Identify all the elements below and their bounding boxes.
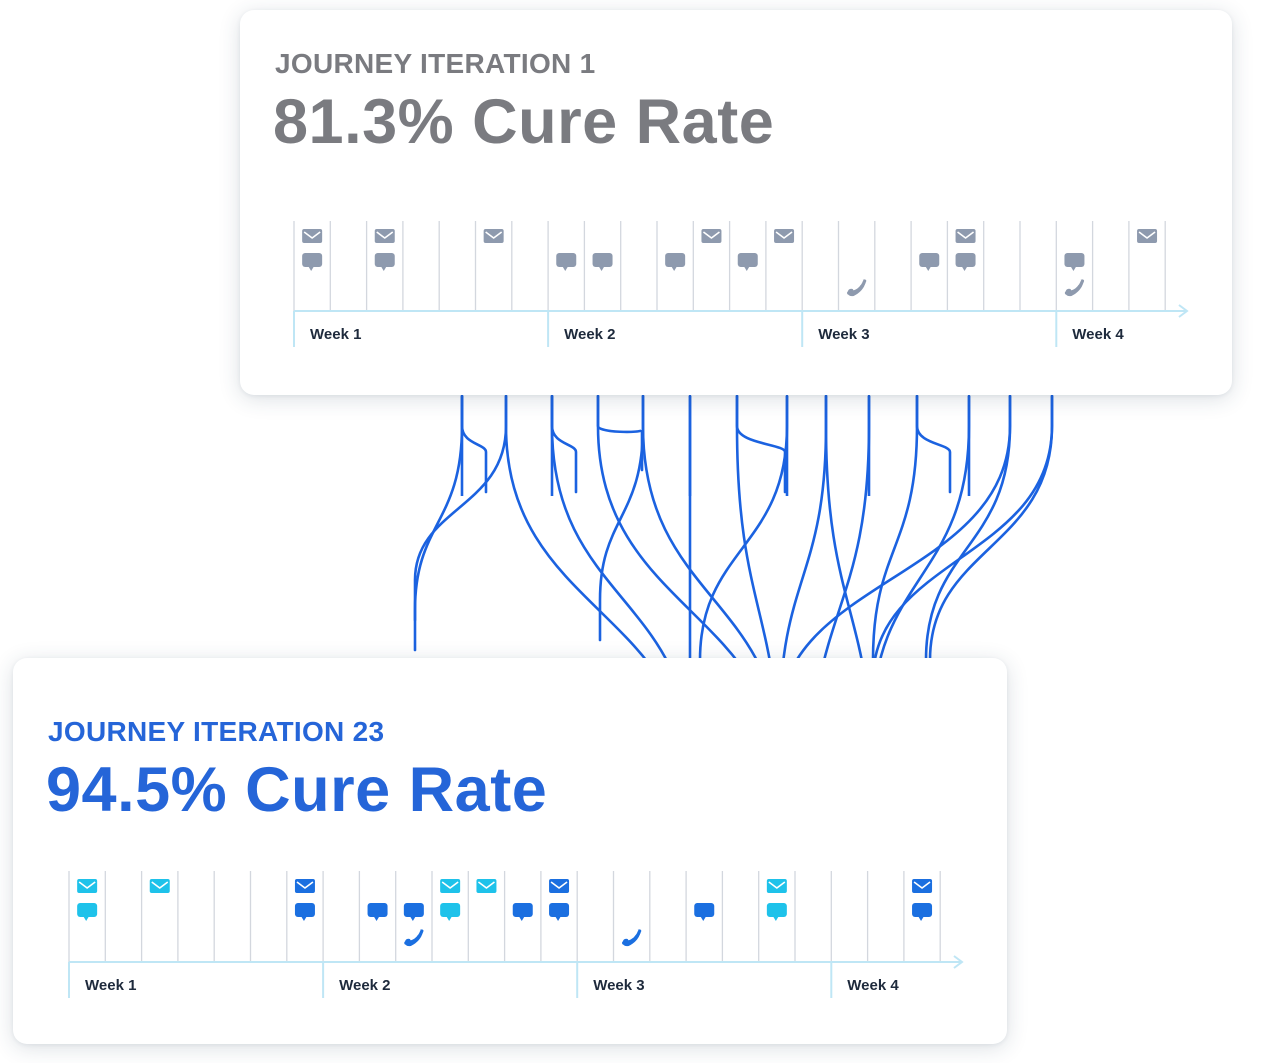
chat-icon	[1064, 253, 1085, 271]
flow-path	[924, 394, 1012, 702]
chat-icon	[955, 253, 976, 271]
chat-icon	[694, 903, 715, 921]
flow-path	[735, 394, 787, 494]
email-icon	[955, 229, 976, 243]
flow-path	[460, 394, 488, 494]
email-icon	[701, 229, 722, 243]
chat-icon	[919, 253, 940, 271]
phone-icon	[622, 929, 642, 947]
iteration-1-touchpoints	[302, 229, 1158, 297]
chat-icon-alt	[77, 903, 98, 921]
flow-path	[928, 394, 1054, 702]
chat-icon	[302, 253, 323, 271]
week-label: Week 4	[847, 977, 899, 994]
chat-icon	[367, 903, 388, 921]
iteration-1-timeline: Week 1 Week 2 Week 3 Week 4	[293, 221, 1189, 347]
flow-path	[596, 394, 644, 472]
iteration-1-eyebrow: JOURNEY ITERATION 1	[275, 48, 596, 79]
iteration-23-timeline: Week 1 Week 2 Week 3 Week 4	[68, 871, 964, 998]
email-icon	[549, 879, 570, 893]
flow-path	[598, 394, 645, 642]
week-label: Week 2	[564, 326, 615, 343]
week-label: Week 1	[310, 326, 361, 343]
week-label: Week 2	[339, 977, 390, 994]
iteration-23-axis-arrow	[953, 955, 964, 969]
week-label: Week 3	[593, 977, 644, 994]
email-icon-alt	[476, 879, 497, 893]
flow-path	[413, 394, 464, 652]
iteration-1-cure-rate: 81.3% Cure Rate	[273, 87, 775, 157]
iteration-1-axis-arrow	[1178, 304, 1189, 318]
iteration-23-day-grid	[68, 871, 941, 962]
email-icon	[912, 879, 933, 893]
email-icon	[374, 229, 395, 243]
journey-iteration-1-card: JOURNEY ITERATION 1 81.3% Cure Rate Week…	[240, 10, 1232, 395]
journey-iteration-23-card: JOURNEY ITERATION 23 94.5% Cure Rate Wee…	[13, 658, 1007, 1044]
email-icon	[302, 229, 323, 243]
iteration-23-eyebrow: JOURNEY ITERATION 23	[48, 716, 385, 747]
chat-icon	[294, 903, 315, 921]
flow-path	[413, 394, 508, 622]
email-icon-alt	[766, 879, 787, 893]
chat-icon	[592, 253, 613, 271]
email-icon-alt	[77, 879, 98, 893]
week-label: Week 3	[818, 326, 869, 343]
chat-icon	[549, 903, 570, 921]
chat-icon	[912, 903, 933, 921]
email-icon	[294, 879, 315, 893]
email-icon	[774, 229, 795, 243]
email-icon-alt	[440, 879, 461, 893]
flow-path	[871, 394, 919, 702]
chat-icon	[737, 253, 758, 271]
phone-icon	[847, 279, 867, 297]
chat-icon-alt	[766, 903, 787, 921]
chat-icon	[556, 253, 577, 271]
email-icon-alt	[149, 879, 170, 893]
email-icon	[1137, 229, 1158, 243]
email-icon	[483, 229, 504, 243]
iteration-1-day-grid	[293, 221, 1166, 311]
iteration-23-touchpoints	[77, 879, 933, 947]
chat-icon-alt	[440, 903, 461, 921]
phone-icon	[404, 929, 424, 947]
chat-icon	[374, 253, 395, 271]
flow-path	[550, 394, 578, 494]
week-label: Week 4	[1072, 326, 1124, 343]
chat-icon	[512, 903, 533, 921]
week-label: Week 1	[85, 977, 136, 994]
flow-path	[698, 394, 789, 702]
iteration-23-cure-rate: 94.5% Cure Rate	[46, 755, 548, 825]
flow-path	[915, 394, 952, 494]
chat-icon	[403, 903, 424, 921]
chat-icon	[665, 253, 686, 271]
phone-icon	[1064, 279, 1085, 297]
